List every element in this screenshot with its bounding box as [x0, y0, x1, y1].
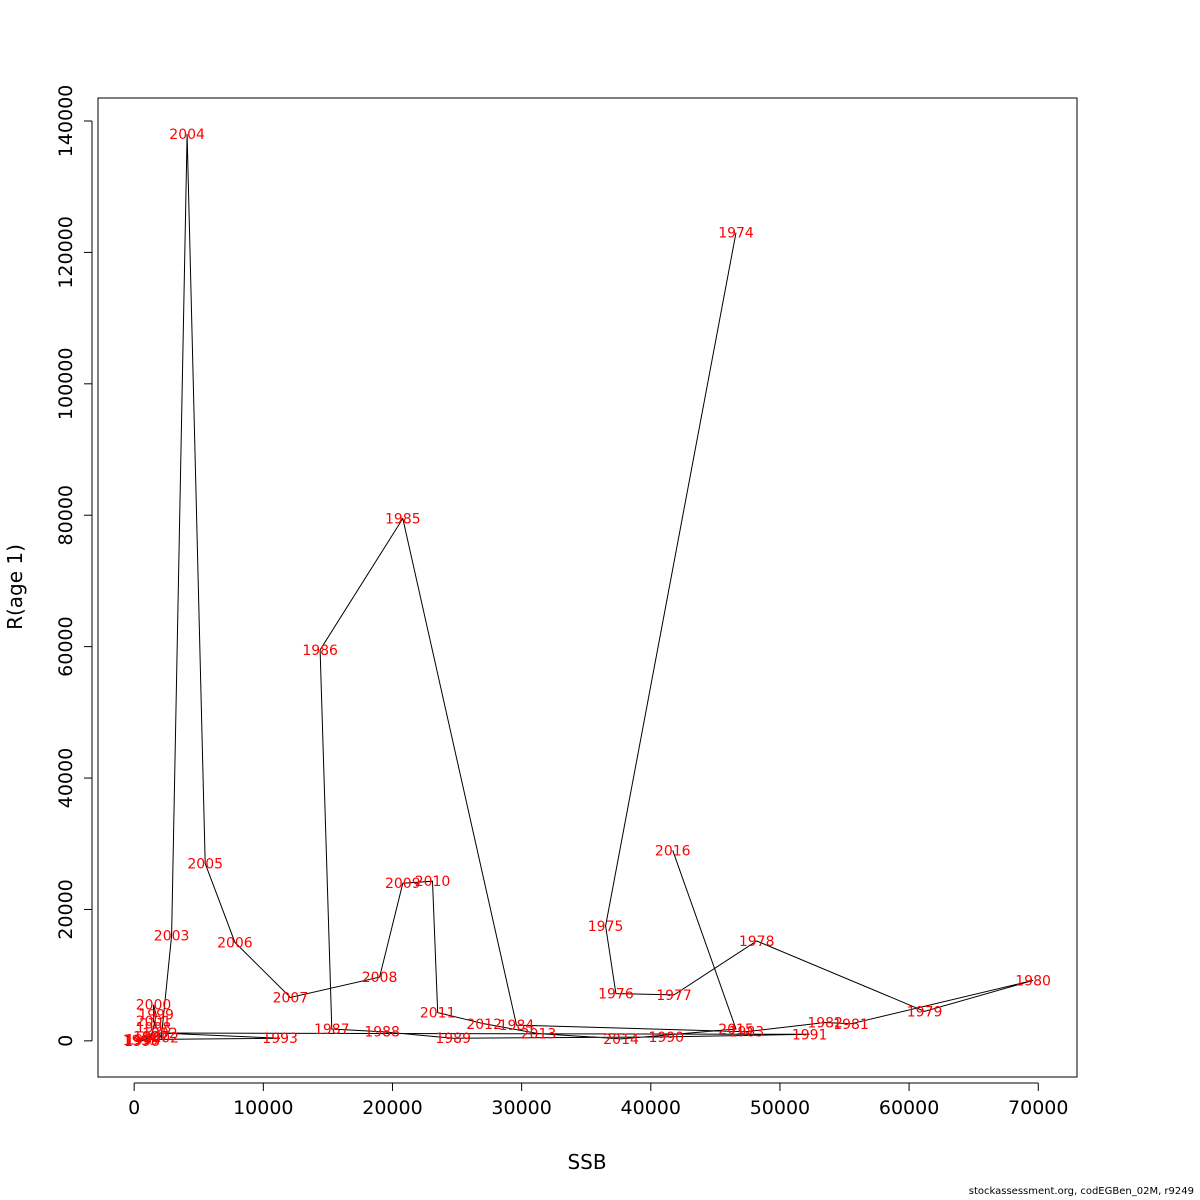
y-tick-label: 100000: [55, 348, 77, 421]
year-label-2013: 2013: [521, 1027, 557, 1043]
plot-frame: [97, 97, 1078, 1078]
year-label-1994: 1994: [125, 1033, 161, 1049]
y-tick-label: 0: [55, 1035, 77, 1047]
year-label-1992: 1992: [142, 1026, 178, 1042]
year-label-1993: 1993: [262, 1031, 298, 1047]
x-tick-label: 60000: [879, 1097, 939, 1119]
year-label-1989: 1989: [435, 1031, 471, 1047]
y-tick-label: 140000: [55, 85, 77, 158]
year-label-1981: 1981: [833, 1017, 869, 1033]
year-label-1990: 1990: [648, 1030, 684, 1046]
x-tick-label: 70000: [1008, 1097, 1068, 1119]
x-tick-label: 50000: [750, 1097, 810, 1119]
year-label-2012: 2012: [466, 1017, 502, 1033]
x-tick-label: 20000: [362, 1097, 422, 1119]
x-tick-label: 10000: [233, 1097, 293, 1119]
year-label-1982: 1982: [807, 1015, 843, 1031]
year-label-1985: 1985: [385, 512, 421, 528]
year-label-1983: 1983: [729, 1025, 765, 1041]
year-label-2005: 2005: [187, 856, 223, 872]
year-label-2001: 2001: [136, 1014, 172, 1030]
year-label-2009: 2009: [385, 876, 421, 892]
year-label-1987: 1987: [314, 1022, 350, 1038]
year-label-1975: 1975: [588, 919, 624, 935]
year-label-1986: 1986: [302, 643, 338, 659]
year-label-1984: 1984: [499, 1018, 535, 1034]
x-axis: 0 10000 20000 30000 40000 50000 60000 70000: [128, 1082, 1068, 1119]
year-label-1998: 1998: [136, 1021, 172, 1037]
y-tick-label: 40000: [55, 748, 77, 808]
year-label-1996: 1996: [124, 1034, 160, 1050]
year-label-2002: 2002: [143, 1031, 179, 1047]
year-label-1974: 1974: [718, 226, 754, 242]
year-label-2015: 2015: [718, 1022, 754, 1038]
year-label-2010: 2010: [415, 874, 451, 890]
recruitment-trajectory-line: [139, 134, 1034, 1042]
year-label-2011: 2011: [420, 1006, 456, 1022]
year-label-2014: 2014: [603, 1032, 639, 1048]
x-tick-label: 0: [128, 1097, 140, 1119]
year-label-1997: 1997: [133, 1029, 169, 1045]
year-label-2006: 2006: [217, 935, 253, 951]
year-label-2007: 2007: [273, 990, 309, 1006]
y-tick-label: 120000: [55, 216, 77, 289]
year-label-1995: 1995: [123, 1033, 159, 1049]
year-label-1977: 1977: [656, 988, 692, 1004]
x-tick-label: 30000: [491, 1097, 551, 1119]
year-label-2003: 2003: [154, 929, 190, 945]
year-label-2000: 2000: [136, 998, 172, 1014]
year-label-2016: 2016: [655, 843, 691, 859]
year-label-1980: 1980: [1015, 973, 1051, 989]
x-tick-label: 40000: [621, 1097, 681, 1119]
year-label-2008: 2008: [362, 970, 398, 986]
year-label-1999: 1999: [138, 1008, 174, 1024]
year-label-1988: 1988: [364, 1025, 400, 1041]
year-label-2004: 2004: [169, 127, 205, 143]
x-axis-title: SSB: [567, 1150, 606, 1174]
y-axis: 0 20000 40000 60000 80000 100000 120000 140000: [55, 85, 93, 1047]
y-axis-title: R(age 1): [3, 544, 27, 630]
year-label-1991: 1991: [792, 1027, 828, 1043]
credit-text: stockassessment.org, codEGBen_02M, r9249: [968, 1186, 1194, 1197]
year-label-1976: 1976: [598, 987, 634, 1003]
year-label-1978: 1978: [739, 934, 775, 950]
year-label-1979: 1979: [907, 1004, 943, 1020]
y-tick-label: 80000: [55, 485, 77, 545]
y-tick-label: 60000: [55, 616, 77, 676]
y-tick-label: 20000: [55, 879, 77, 939]
